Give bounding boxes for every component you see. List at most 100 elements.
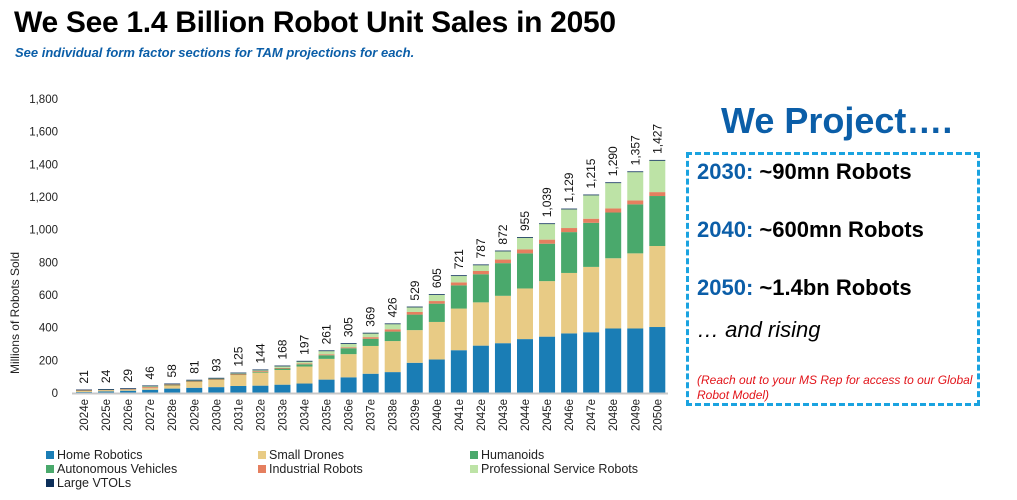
y-tick-label: 600 (39, 290, 58, 302)
bar-segment-large-vtols (252, 369, 269, 371)
bar-segment-large-vtols (98, 389, 115, 390)
x-tick-label: 2034e (300, 399, 312, 431)
bar-segment-industrial-robots (539, 239, 556, 244)
bar-stack (340, 343, 357, 393)
total-label: 261 (320, 324, 334, 344)
bar-stack (296, 360, 313, 393)
total-label: 21 (77, 370, 91, 384)
y-tick-label: 1,000 (29, 225, 58, 237)
total-label: 605 (430, 268, 444, 288)
bar-segment-large-vtols (76, 389, 92, 391)
bar-segment-home-robotics (296, 383, 313, 393)
legend-swatch (258, 451, 266, 459)
bar-segment-home-robotics (627, 328, 644, 393)
bar-segment-home-robotics (494, 343, 511, 393)
x-tick-label: 2032e (255, 399, 267, 431)
bar-segment-autonomous-vehicles (450, 285, 467, 309)
total-label: 1,427 (650, 124, 664, 154)
bar-segment-large-vtols (120, 388, 137, 390)
bar-segment-industrial-robots (583, 218, 600, 223)
bar-segment-large-vtols (605, 182, 622, 184)
bar-segment-small-drones (649, 246, 666, 328)
bar-segment-autonomous-vehicles (384, 331, 401, 342)
x-tick-label: 2040e (432, 399, 444, 431)
legend-swatch (470, 451, 478, 459)
bar-segment-small-drones (384, 341, 401, 373)
legend-swatch (46, 465, 54, 473)
bar-segment-professional-service-robots (384, 324, 401, 330)
bar-segment-home-robotics (605, 328, 622, 393)
bar-segment-small-drones (142, 388, 159, 390)
bar-stack (164, 383, 181, 393)
bar-segment-industrial-robots (605, 208, 622, 213)
total-label: 125 (231, 346, 245, 366)
bar-segment-small-drones (605, 258, 622, 329)
bar-segment-small-drones (362, 345, 379, 374)
bar-segment-home-robotics (561, 333, 578, 393)
bar-segment-small-drones (428, 321, 445, 360)
x-tick-label: 2036e (344, 399, 356, 431)
bar-segment-small-drones (76, 390, 92, 393)
bar-stack (605, 182, 622, 393)
total-label: 93 (209, 358, 223, 372)
bar-stack (517, 237, 533, 393)
bar-segment-industrial-robots (627, 200, 644, 205)
bar-segment-industrial-robots (274, 367, 291, 369)
bar-segment-industrial-robots (186, 380, 203, 382)
bar-stack (274, 365, 291, 393)
bar-segment-autonomous-vehicles (406, 314, 423, 331)
bar-stack (120, 388, 137, 393)
bar-stack (318, 350, 335, 393)
y-axis-label: Millions of Robots Sold (8, 252, 22, 374)
bar-stack (208, 377, 225, 393)
projection-rising: … and rising (697, 317, 821, 342)
x-tick-label: 2024e (79, 399, 91, 431)
bar-segment-home-robotics (583, 332, 600, 393)
x-tick-label: 2028e (167, 399, 179, 431)
projection-heading: We Project…. (721, 100, 953, 141)
bar-segment-home-robotics (142, 389, 159, 393)
x-tick-label: 2035e (322, 399, 334, 431)
total-label: 1,039 (540, 187, 554, 217)
bar-segment-autonomous-vehicles (539, 243, 556, 282)
legend-swatch (46, 451, 54, 459)
bar-segment-large-vtols (186, 379, 203, 381)
bar-segment-professional-service-robots (318, 351, 335, 355)
legend-label: Large VTOLs (57, 476, 132, 490)
bar-stack (627, 171, 644, 393)
bar-segment-autonomous-vehicles (428, 303, 445, 322)
bar-segment-professional-service-robots (296, 361, 313, 364)
bar-segment-large-vtols (230, 372, 247, 374)
projection-year: 2030: (697, 159, 754, 184)
bar-stack (450, 275, 467, 393)
x-tick-label: 2039e (410, 399, 422, 431)
projection-year: 2040: (697, 217, 754, 242)
legend-item: Humanoids (470, 448, 544, 462)
bar-segment-small-drones (252, 372, 269, 386)
bar-segment-autonomous-vehicles (583, 222, 600, 267)
bar-segment-large-vtols (142, 385, 159, 387)
total-label: 1,357 (628, 135, 642, 165)
bar-segment-large-vtols (296, 360, 313, 362)
bar-stack (561, 208, 578, 393)
bar-segment-home-robotics (120, 390, 137, 393)
legend-label: Professional Service Robots (481, 462, 639, 476)
bar-segment-small-drones (164, 384, 181, 389)
x-tick-label: 2048e (608, 399, 620, 431)
bar-segment-home-robotics (649, 327, 666, 393)
legend-item: Large VTOLs (46, 476, 131, 490)
bar-stack (539, 223, 556, 393)
total-label: 197 (298, 334, 312, 354)
total-label: 58 (165, 364, 179, 378)
bar-segment-home-robotics (252, 385, 269, 393)
bar-stack (186, 379, 203, 393)
bar-segment-large-vtols (428, 294, 445, 295)
total-label: 168 (275, 339, 289, 359)
x-tick-label: 2026e (123, 399, 135, 431)
x-tick-label: 2042e (476, 399, 488, 431)
total-label: 29 (121, 369, 135, 383)
bar-segment-autonomous-vehicles (517, 253, 533, 289)
bar-segment-large-vtols (539, 223, 556, 225)
projection-text: ~1.4bn Robots (753, 275, 912, 300)
total-label: 787 (474, 238, 488, 258)
